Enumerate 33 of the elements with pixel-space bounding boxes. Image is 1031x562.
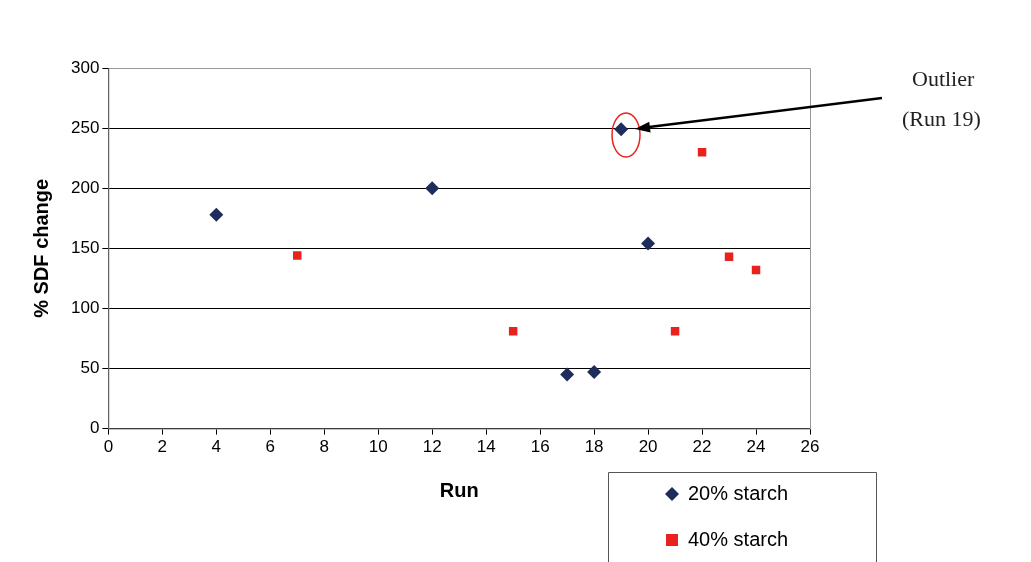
- point: [560, 367, 575, 382]
- point: [293, 251, 302, 260]
- x-tick-label: 20: [638, 437, 658, 457]
- x-tick-label: 4: [211, 437, 222, 457]
- point: [724, 252, 734, 261]
- x-tick-label: 2: [157, 437, 168, 457]
- x-tick-label: 12: [422, 437, 442, 457]
- x-tick-label: 24: [746, 437, 766, 457]
- point: [587, 365, 602, 380]
- x-tick-label: 18: [584, 437, 604, 457]
- y-tick-label: 300: [70, 57, 100, 77]
- y-tick-label: 100: [70, 298, 100, 318]
- x-tick-label: 0: [103, 437, 114, 457]
- x-tick-label: 16: [530, 437, 550, 457]
- x-tick-label: 14: [476, 437, 496, 457]
- point: [641, 236, 656, 251]
- point: [425, 181, 440, 196]
- legend-label: 20% starch: [688, 481, 789, 504]
- y-axis-title: % SDF change: [29, 178, 52, 318]
- y-tick-label: 250: [70, 117, 100, 137]
- x-tick-label: 22: [692, 437, 712, 457]
- x-axis-title: Run: [439, 478, 479, 501]
- x-tick-label: 6: [265, 437, 276, 457]
- y-tick-label: 50: [80, 358, 100, 378]
- x-tick-label: 26: [800, 437, 820, 457]
- x-tick-label: 10: [368, 437, 388, 457]
- y-tick-label: 150: [70, 237, 100, 257]
- point: [209, 207, 224, 222]
- y-tick-label: 0: [89, 418, 100, 438]
- text: Outlier (Run 19): [902, 65, 981, 131]
- y-tick-label: 200: [70, 177, 100, 197]
- legend-label: 40% starch: [688, 527, 789, 550]
- x-tick-label: 8: [319, 437, 329, 457]
